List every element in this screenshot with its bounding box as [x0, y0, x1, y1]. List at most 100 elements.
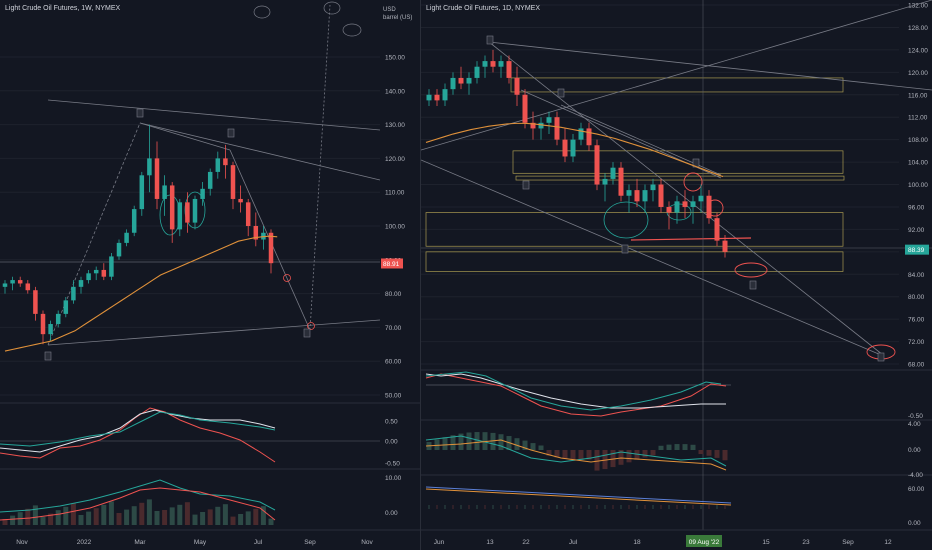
histogram-bar [490, 432, 496, 450]
candle-body [230, 165, 236, 199]
candle-body [498, 61, 504, 67]
candle-body [546, 117, 552, 123]
annotation-circle [603, 201, 649, 239]
histogram-bar [674, 444, 680, 450]
candle-body [714, 218, 720, 241]
price-tick-label: 72.00 [908, 339, 925, 346]
candle-body [490, 61, 496, 67]
candle-body [33, 290, 38, 314]
candle-body [426, 94, 432, 101]
annotation-circle [323, 1, 341, 15]
wave-marker [877, 352, 885, 362]
candle-body [154, 158, 160, 199]
support-zone [425, 212, 844, 247]
trend-line [139, 122, 381, 181]
histogram-bar [610, 450, 616, 468]
histogram-bar [466, 432, 472, 450]
last-price-tag [381, 258, 403, 269]
oscillator-line [0, 411, 276, 447]
trend-line [47, 122, 141, 346]
price-tick-label: 120.00 [908, 70, 928, 77]
time-tick-label: 2022 [77, 539, 92, 546]
histogram-bar [200, 512, 206, 525]
price-tick-label: 132.00 [908, 3, 928, 10]
candle-body [458, 77, 464, 84]
oscillator-line [0, 479, 276, 513]
candle-body [71, 286, 76, 301]
histogram-bar [722, 450, 728, 461]
price-tick-label: 100.00 [385, 224, 405, 231]
support-zone [425, 251, 844, 272]
histogram-bar [192, 514, 198, 525]
histogram-bar [538, 445, 544, 450]
price-tick-label: 60.00 [385, 359, 402, 366]
pane-divider[interactable] [420, 0, 421, 550]
trend-line [139, 122, 231, 151]
weekly-chart-canvas[interactable]: 150.00140.00130.00120.00110.00100.0090.0… [0, 0, 420, 550]
histogram-bar [48, 513, 54, 525]
trend-line [630, 237, 752, 241]
candle-body [666, 206, 672, 213]
candle-body [522, 94, 528, 123]
candle-body [434, 94, 440, 101]
price-tick-label: 130.00 [385, 122, 405, 129]
daily-chart-canvas[interactable]: 132.00128.00124.00120.00116.00112.00108.… [421, 0, 932, 550]
trend-line [47, 99, 381, 131]
crosshair-date-badge [686, 535, 722, 547]
histogram-bar [169, 507, 175, 525]
candle-body [586, 128, 592, 146]
histogram-bar [154, 511, 160, 525]
weekly-chart-pane[interactable]: 150.00140.00130.00120.00110.00100.0090.0… [0, 0, 420, 550]
price-tick-label: 116.00 [908, 92, 928, 99]
indicator-line [425, 488, 732, 506]
histogram-bar [139, 502, 145, 525]
time-tick-label: 22 [522, 539, 530, 546]
histogram-bar [602, 450, 608, 470]
candle-body [10, 280, 15, 284]
macd-tick-label: -0.50 [385, 461, 400, 468]
histogram-bar [594, 450, 600, 471]
candle-body [17, 280, 23, 284]
time-tick-label: Sep [842, 539, 854, 546]
price-tick-label: 76.00 [908, 317, 925, 324]
histogram-bar [498, 434, 504, 450]
histogram-bar [570, 450, 576, 460]
indicator-tick-label: 0.00 [385, 510, 398, 517]
candle-body [626, 190, 632, 196]
histogram-bar [698, 450, 704, 455]
histogram-bar [562, 450, 568, 459]
histogram-bar [268, 518, 274, 525]
time-tick-label: Nov [361, 539, 373, 546]
candle-body [25, 283, 31, 291]
candle-body [514, 77, 520, 95]
histogram-bar [260, 506, 266, 525]
candle-body [101, 269, 107, 277]
histogram-bar [666, 444, 672, 450]
oscillator-line [425, 435, 727, 467]
price-tick-label: 128.00 [908, 25, 928, 32]
daily-chart-title: Light Crude Oil Futures, 1D, NYMEX [426, 5, 540, 12]
last-price-tag [905, 244, 929, 255]
indicator-tick-label: 0.00 [908, 520, 921, 527]
histogram-bar [55, 510, 61, 525]
price-tick-label: 120.00 [385, 156, 405, 163]
daily-chart-pane[interactable]: 132.00 128.00 124.00 120.00 116.00 112.00 108.… [421, 0, 932, 550]
candle-body [177, 202, 183, 230]
candle-body [658, 184, 664, 207]
candle-body [506, 61, 512, 78]
histogram-bar [650, 450, 656, 456]
resistance-zone [512, 150, 844, 174]
histogram-bar [40, 517, 46, 525]
wave-marker [522, 180, 530, 190]
signal-line [0, 409, 276, 453]
histogram-bar [658, 445, 664, 450]
histogram-bar [434, 439, 440, 450]
moving-average-line [4, 235, 278, 352]
wave-marker [44, 351, 52, 361]
price-tick-label: 80.00 [385, 291, 402, 298]
candle-body [124, 232, 129, 243]
candle-body [602, 178, 608, 185]
price-tick-label: 100.00 [908, 182, 928, 189]
histogram-bar [714, 450, 720, 458]
histogram-bar [146, 499, 152, 525]
